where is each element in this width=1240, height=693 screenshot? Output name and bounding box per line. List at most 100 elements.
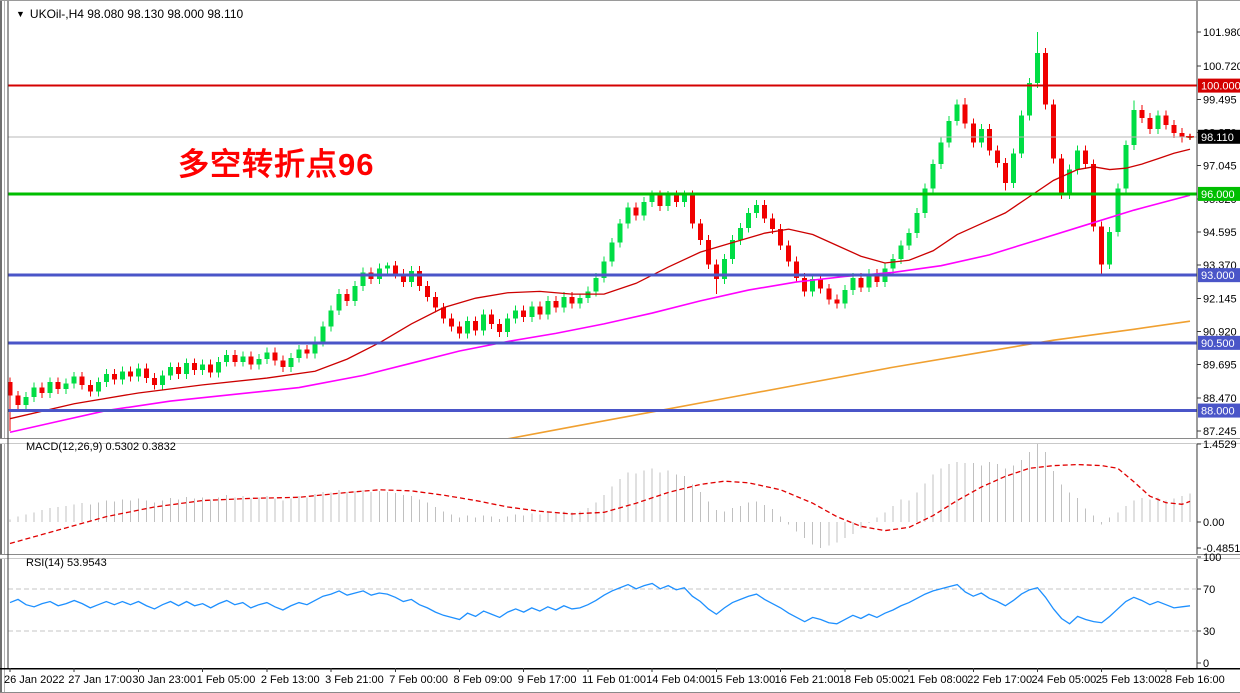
- bull-candle: [168, 367, 174, 376]
- bear-candle: [232, 355, 238, 362]
- chart-annotation-text[interactable]: 多空转折点96: [178, 147, 375, 182]
- bull-candle: [850, 277, 856, 291]
- bull-candle: [481, 314, 487, 331]
- bull-candle: [240, 356, 246, 362]
- bear-candle: [1179, 132, 1185, 138]
- bull-candle: [1018, 115, 1024, 154]
- bull-candle: [585, 291, 591, 299]
- axis-badge: [1198, 268, 1240, 283]
- bull-candle: [465, 321, 471, 334]
- axis-badge-label: 96.000: [1201, 189, 1235, 201]
- time-tick-label: 22 Feb 17:00: [967, 674, 1032, 686]
- bear-candle: [521, 310, 527, 318]
- bull-candle: [296, 349, 302, 358]
- bull-candle: [609, 242, 615, 262]
- bull-candle: [224, 355, 230, 362]
- bear-candle: [673, 192, 679, 203]
- bull-candle: [1115, 188, 1121, 232]
- bull-candle: [160, 375, 166, 385]
- bear-candle: [1147, 118, 1153, 129]
- symbol-dropdown-icon[interactable]: ▼: [16, 9, 25, 19]
- time-tick-label: 8 Feb 09:00: [454, 674, 513, 686]
- bear-candle: [457, 326, 463, 334]
- bull-candle: [946, 120, 952, 143]
- macd-tick-label: -0.4851: [1203, 543, 1240, 555]
- bull-candle: [577, 298, 583, 304]
- bull-candle: [384, 265, 390, 269]
- bull-candle: [63, 383, 69, 389]
- bull-candle: [906, 233, 912, 246]
- bull-candle: [312, 341, 318, 354]
- window-left-border-inner: [4, 1, 5, 692]
- bull-candle: [1075, 150, 1081, 170]
- bear-candle: [432, 296, 438, 308]
- price-axis[interactable]: 101.980100.72099.49598.27097.04595.82094…: [1196, 1, 1240, 668]
- bear-candle: [280, 360, 286, 368]
- bull-candle: [721, 258, 727, 280]
- bull-candle: [200, 364, 206, 370]
- time-tick-label: 2 Feb 13:00: [261, 674, 320, 686]
- bear-candle: [1139, 109, 1145, 119]
- bear-candle: [248, 356, 254, 365]
- bull-candle: [842, 290, 848, 304]
- bear-candle: [970, 123, 976, 143]
- bear-candle: [1083, 150, 1089, 165]
- rsi-tick-label: 70: [1203, 584, 1215, 596]
- bull-candle: [922, 188, 928, 213]
- bull-candle: [288, 357, 294, 368]
- symbol-ohlc-text: UKOil-,H4 98.080 98.130 98.000 98.110: [29, 7, 244, 21]
- bear-candle: [657, 195, 663, 207]
- bear-candle: [344, 294, 350, 301]
- rsi-panel: 100 70 30 0: [8, 552, 1221, 670]
- bull-candle: [1067, 169, 1073, 194]
- time-tick-label: 7 Feb 00:00: [389, 674, 448, 686]
- bull-candle: [71, 376, 77, 384]
- macd-panel: 1.4529 0.00 -0.4851: [9, 439, 1240, 555]
- bull-candle: [336, 294, 342, 311]
- bear-candle: [986, 128, 992, 151]
- bear-candle: [192, 363, 198, 370]
- axis-badge: [1198, 186, 1240, 201]
- bear-candle: [440, 307, 446, 319]
- bear-candle: [424, 285, 430, 297]
- price-tick-label: 87.245: [1203, 426, 1237, 438]
- bull-candle: [23, 397, 29, 406]
- bull-candle: [320, 326, 326, 342]
- bear-candle: [569, 296, 575, 304]
- bear-candle: [705, 239, 711, 265]
- price-tick-label: 94.595: [1203, 227, 1237, 239]
- bear-candle: [537, 306, 543, 315]
- bear-candle: [697, 223, 703, 240]
- bull-candle: [561, 296, 567, 308]
- bear-candle: [994, 150, 1000, 163]
- bear-candle: [633, 207, 639, 216]
- bear-candle: [416, 271, 422, 286]
- axis-badge: [1198, 78, 1240, 93]
- horizontal-level-lines[interactable]: [8, 84, 1197, 413]
- bull-candle: [264, 352, 270, 360]
- bull-candle: [1034, 53, 1040, 83]
- bear-candle: [553, 300, 559, 308]
- bear-candle: [1099, 226, 1105, 265]
- macd-tick-label: 0.00: [1203, 517, 1224, 529]
- bear-candle: [802, 277, 808, 292]
- bear-candle: [794, 261, 800, 278]
- bear-candle: [874, 273, 880, 282]
- window-left-border: [0, 1, 2, 692]
- bull-candle: [617, 223, 623, 243]
- bear-candle: [1043, 53, 1049, 105]
- macd-tick-label: 1.4529: [1203, 439, 1237, 451]
- bear-candle: [497, 323, 503, 333]
- bear-candle: [400, 273, 406, 282]
- bear-candle: [778, 229, 784, 246]
- rsi-tick-label: 30: [1203, 626, 1215, 638]
- axis-badge-label: 98.110: [1201, 132, 1234, 144]
- time-tick-label: 30 Jan 23:00: [132, 674, 196, 686]
- panel-separators[interactable]: [0, 438, 1240, 559]
- time-tick-label: 1 Feb 05:00: [197, 674, 256, 686]
- bear-candle: [1171, 124, 1177, 133]
- bear-candle: [489, 314, 495, 324]
- bear-candle: [7, 382, 13, 396]
